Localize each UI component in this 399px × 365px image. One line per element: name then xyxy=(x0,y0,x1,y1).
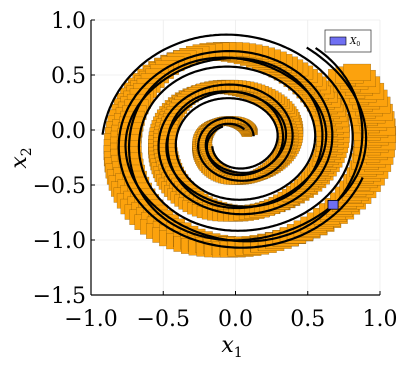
x-tick-label-3: 0.5 xyxy=(290,307,325,332)
trajectory-strand-1 xyxy=(127,46,368,242)
legend-label: X0 xyxy=(349,37,360,48)
trajectory-strand-3 xyxy=(101,33,354,232)
trajectory-strand-0 xyxy=(117,50,364,249)
y-tick-label-0: 1.0 xyxy=(51,9,86,34)
initial-set xyxy=(327,199,339,210)
trajectory-strand-2 xyxy=(124,47,364,243)
y-tick-label-5: −1.5 xyxy=(33,284,86,309)
x-tick-label-1: −0.5 xyxy=(137,307,190,332)
x-axis-label: x1 xyxy=(221,333,242,361)
legend-box xyxy=(324,29,372,53)
y-tick-label-3: −0.5 xyxy=(33,174,86,199)
x-axis-label-sub: 1 xyxy=(234,345,243,361)
y-axis-label-sub: 2 xyxy=(19,147,35,156)
initial-set-box-0 xyxy=(327,199,339,210)
reachable-box-902 xyxy=(343,63,371,81)
y-tick-label-1: 0.5 xyxy=(51,64,86,89)
x-tick-label-4: 1.0 xyxy=(363,307,398,332)
trajectory xyxy=(101,33,368,249)
y-tick-label-2: 0.0 xyxy=(51,119,86,144)
ticks: −1.0 −0.5 0.0 0.5 1.01.00.50.0−0.5−1.0−1.5 xyxy=(33,9,398,332)
y-axis-label: x2 xyxy=(7,147,35,168)
legend-swatch xyxy=(329,36,347,46)
x-tick-label-2: 0.0 xyxy=(218,307,253,332)
y-tick-label-4: −1.0 xyxy=(33,229,86,254)
legend: X0 xyxy=(324,29,372,53)
x-tick-label-0: −1.0 xyxy=(64,307,117,332)
